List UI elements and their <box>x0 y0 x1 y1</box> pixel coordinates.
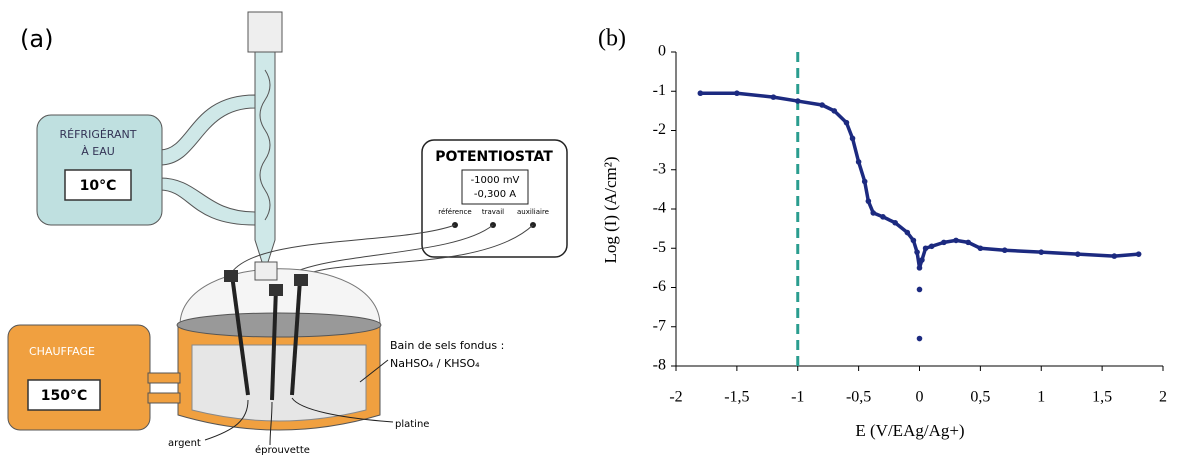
point <box>831 108 838 114</box>
point <box>1038 249 1045 255</box>
point <box>865 198 872 204</box>
point <box>1074 251 1081 257</box>
cap <box>269 284 283 296</box>
x-tick-label: 1,5 <box>1092 389 1112 406</box>
panel-label: (a) <box>20 25 53 53</box>
point <box>916 335 923 342</box>
potentiostat-title: POTENTIOSTAT <box>435 149 553 165</box>
display-line: -1000 mV <box>471 175 520 186</box>
point <box>892 219 898 226</box>
port-label: travail <box>482 208 504 216</box>
x-tick-label: -0,5 <box>846 389 871 406</box>
bath <box>191 344 367 422</box>
electrode <box>230 274 250 396</box>
fridge-subtitle: À EAU <box>81 145 115 158</box>
point <box>880 214 886 220</box>
port-label: auxiliaire <box>517 208 549 216</box>
chart: (b) E (V/EAg/Ag+) Log (I) (A/cm²) 0-1-2-… <box>598 26 1167 440</box>
neck <box>254 261 278 281</box>
stopper <box>247 11 283 53</box>
point <box>922 245 929 252</box>
point <box>794 98 801 104</box>
point <box>734 90 740 97</box>
tube <box>159 94 256 166</box>
point <box>697 90 704 97</box>
curve <box>700 91 1139 270</box>
condenser-coil <box>259 69 271 221</box>
point <box>965 239 971 246</box>
y-tick-label: -6 <box>653 278 666 295</box>
fridge-temp-box <box>64 169 132 201</box>
point <box>1135 251 1142 257</box>
point <box>843 119 850 126</box>
bath-label: Bain de sels fondus : <box>390 339 504 352</box>
x-tick-label: -2 <box>669 389 682 406</box>
point <box>977 245 984 252</box>
point <box>849 135 856 142</box>
electrode-label: éprouvette <box>255 444 310 455</box>
y-tick-label: -7 <box>653 317 666 334</box>
point <box>928 243 935 250</box>
tube <box>159 177 256 226</box>
point <box>770 94 777 100</box>
pipe <box>147 392 181 404</box>
electrode <box>270 287 278 401</box>
lid <box>176 312 382 338</box>
heater-title: CHAUFFAGE <box>29 345 95 358</box>
y-axis-title: Log (I) (A/cm²) <box>601 156 620 263</box>
y-tick-label: 0 <box>658 43 666 60</box>
x-tick-label: 2 <box>1159 389 1167 406</box>
y-tick-label: -1 <box>653 82 666 99</box>
point <box>861 178 868 185</box>
fridge-title: RÉFRIGÉRANT <box>60 128 137 141</box>
point <box>919 257 925 263</box>
point <box>941 239 947 246</box>
point <box>910 237 917 244</box>
point <box>855 159 862 165</box>
x-tick-label: -1,5 <box>724 389 749 406</box>
arrow <box>359 359 389 383</box>
point <box>914 249 920 255</box>
y-tick-label: -2 <box>653 121 666 138</box>
y-tick-label: -4 <box>653 200 666 217</box>
diagram: (a) RÉFRIGÉRANT À EAU 10°C POTENTIOSTAT … <box>7 11 568 455</box>
panel-label: (b) <box>598 26 626 52</box>
dome <box>179 268 381 326</box>
point <box>904 229 911 236</box>
electrode <box>290 279 302 396</box>
cap <box>294 274 308 286</box>
point <box>916 286 923 293</box>
pipe <box>147 372 181 384</box>
point <box>916 265 923 271</box>
display-line: -0,300 A <box>474 189 516 200</box>
x-axis-title: E (V/EAg/Ag+) <box>855 421 964 440</box>
point <box>870 210 877 216</box>
point <box>819 102 825 108</box>
y-tick-label: -3 <box>653 160 666 177</box>
cap <box>224 270 238 282</box>
electrode-label: platine <box>395 419 429 430</box>
bath-label: NaHSO₄ / KHSO₄ <box>390 357 480 370</box>
heater-box <box>7 324 151 431</box>
electrode-label: argent <box>168 438 201 449</box>
fridge-temp: 10°C <box>80 178 117 194</box>
display <box>461 169 529 205</box>
heater-temp-box <box>27 379 101 411</box>
x-tick-label: 0 <box>916 389 924 406</box>
port-label: référence <box>438 208 471 216</box>
condenser <box>254 51 276 263</box>
heater-temp: 150°C <box>41 388 88 404</box>
arrow <box>204 397 394 446</box>
x-tick-label: -1 <box>791 389 804 406</box>
y-tick-label: -5 <box>653 239 666 256</box>
x-tick-label: 0,5 <box>970 389 990 406</box>
point <box>953 237 959 244</box>
x-tick-label: 1 <box>1037 389 1045 406</box>
point <box>1111 253 1118 259</box>
y-tick-label: -8 <box>653 357 666 374</box>
point <box>1001 247 1008 254</box>
